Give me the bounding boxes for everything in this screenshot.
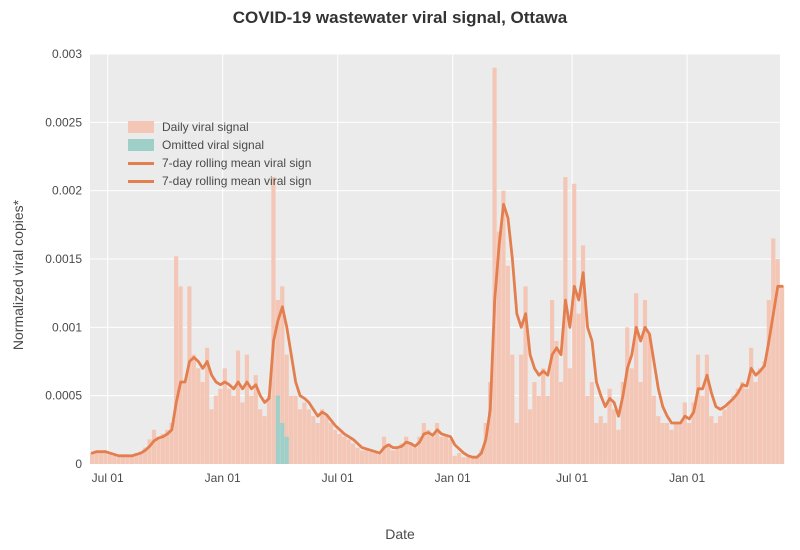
legend-label: Daily viral signal bbox=[162, 120, 249, 134]
svg-text:0.001: 0.001 bbox=[52, 320, 82, 334]
legend-item[interactable]: 7-day rolling mean viral sign bbox=[128, 172, 311, 190]
svg-text:Jan 01: Jan 01 bbox=[669, 471, 705, 485]
legend-item[interactable]: Omitted viral signal bbox=[128, 136, 311, 154]
svg-text:0.003: 0.003 bbox=[52, 47, 82, 61]
svg-text:0.0015: 0.0015 bbox=[45, 252, 82, 266]
legend-item[interactable]: Daily viral signal bbox=[128, 118, 311, 136]
legend-line-swatch bbox=[128, 162, 154, 165]
legend-swatch bbox=[128, 139, 154, 151]
svg-text:0.0005: 0.0005 bbox=[45, 389, 82, 403]
svg-text:Jul 01: Jul 01 bbox=[322, 471, 354, 485]
svg-text:0: 0 bbox=[75, 457, 82, 471]
chart-title: COVID-19 wastewater viral signal, Ottawa bbox=[0, 8, 800, 28]
svg-text:Jul 01: Jul 01 bbox=[556, 471, 588, 485]
svg-text:0.0025: 0.0025 bbox=[45, 115, 82, 129]
legend-label: 7-day rolling mean viral sign bbox=[162, 156, 311, 170]
legend-label: Omitted viral signal bbox=[162, 138, 264, 152]
legend-line-swatch bbox=[128, 180, 154, 183]
svg-text:Jan 01: Jan 01 bbox=[205, 471, 241, 485]
svg-text:Jul 01: Jul 01 bbox=[92, 471, 124, 485]
legend-swatch bbox=[128, 121, 154, 133]
y-axis-label: Normalized viral copies* bbox=[10, 200, 26, 350]
legend-item[interactable]: 7-day rolling mean viral sign bbox=[128, 154, 311, 172]
x-axis-label: Date bbox=[0, 526, 800, 542]
legend: Daily viral signal Omitted viral signal 7-… bbox=[128, 118, 311, 190]
svg-text:Jan 01: Jan 01 bbox=[435, 471, 471, 485]
chart-container: COVID-19 wastewater viral signal, Ottawa… bbox=[0, 0, 800, 550]
legend-label: 7-day rolling mean viral sign bbox=[162, 174, 311, 188]
svg-text:0.002: 0.002 bbox=[52, 184, 82, 198]
